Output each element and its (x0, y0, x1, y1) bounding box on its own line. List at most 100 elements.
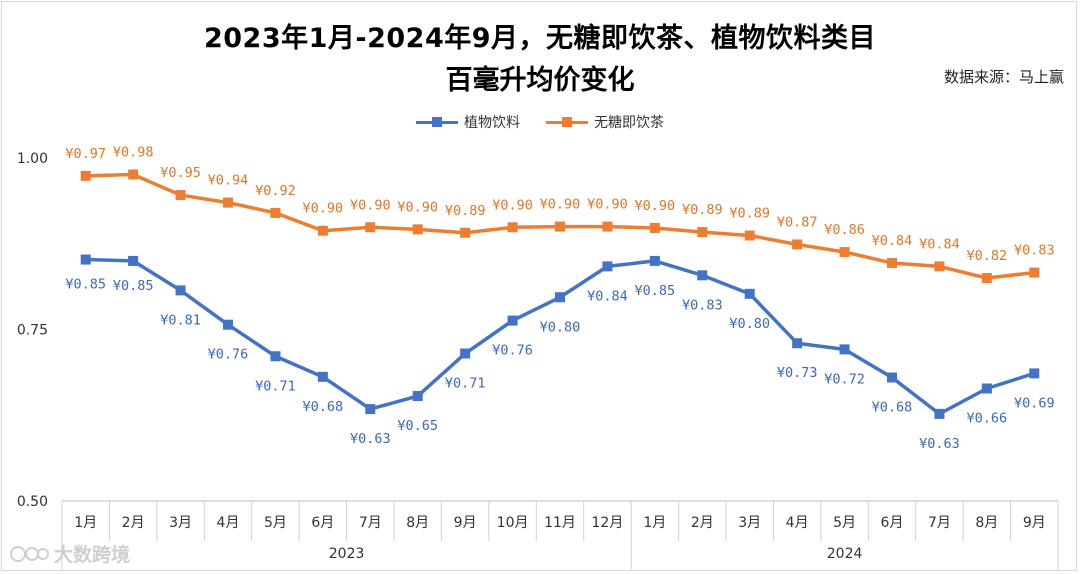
data-point-marker (649, 222, 660, 233)
x-tick-label: 5月 (833, 515, 856, 531)
logo-icon (10, 545, 49, 562)
data-point-marker (792, 338, 803, 349)
x-tick-label: 12月 (592, 515, 624, 531)
data-point-marker (460, 348, 471, 359)
data-label: ¥0.87 (777, 214, 818, 230)
legend-label-plant-drinks: 植物饮料 (464, 115, 520, 131)
data-label: ¥0.72 (824, 371, 865, 387)
data-point-marker (1029, 267, 1040, 278)
x-group-label: 2024 (827, 546, 863, 562)
legend-item-plant-drinks: 植物饮料 (416, 112, 520, 132)
x-tick-label: 10月 (497, 515, 529, 531)
x-tick-label: 7月 (928, 515, 951, 531)
data-point-marker (697, 227, 708, 238)
x-tick-label: 3月 (169, 515, 192, 531)
data-label: ¥0.89 (729, 206, 770, 222)
data-point-marker (317, 371, 328, 382)
data-point-marker (128, 255, 139, 266)
x-tick-label: 3月 (738, 515, 761, 531)
data-label: ¥0.76 (208, 347, 249, 363)
x-tick-label: 1月 (74, 515, 97, 531)
x-tick-label: 2月 (122, 515, 145, 531)
legend-label-sugar-free-tea: 无糖即饮茶 (594, 115, 664, 131)
data-label: ¥0.90 (303, 201, 344, 217)
data-point-marker (981, 383, 992, 394)
data-point-marker (365, 404, 376, 415)
data-point-marker (697, 270, 708, 281)
x-tick-label: 4月 (217, 515, 240, 531)
x-tick-label: 7月 (359, 515, 382, 531)
data-label: ¥0.85 (635, 283, 676, 299)
data-label: ¥0.84 (919, 236, 960, 252)
data-point-marker (270, 351, 281, 362)
data-label: ¥0.90 (397, 199, 438, 215)
data-label: ¥0.69 (1014, 395, 1055, 411)
data-label: ¥0.90 (492, 197, 533, 213)
data-label: ¥0.85 (65, 277, 106, 293)
data-point-marker (981, 273, 992, 284)
data-label: ¥0.71 (445, 376, 486, 392)
data-point-marker (175, 285, 186, 296)
data-label: ¥0.63 (350, 431, 391, 447)
x-tick-label: 8月 (406, 515, 429, 531)
x-tick-label: 8月 (975, 515, 998, 531)
data-label: ¥0.80 (540, 319, 581, 335)
x-tick-label: 1月 (643, 515, 666, 531)
data-point-marker (649, 255, 660, 266)
x-tick-label: 4月 (786, 515, 809, 531)
x-tick-label: 2月 (691, 515, 714, 531)
data-label: ¥0.90 (635, 198, 676, 214)
data-label: ¥0.89 (445, 203, 486, 219)
data-label: ¥0.90 (540, 197, 581, 213)
data-point-marker (744, 230, 755, 241)
data-label: ¥0.80 (729, 316, 770, 332)
x-tick-label: 9月 (454, 515, 477, 531)
data-point-marker (317, 225, 328, 236)
data-point-marker (128, 169, 139, 180)
data-label: ¥0.68 (872, 400, 913, 416)
data-label: ¥0.95 (160, 165, 201, 181)
data-label: ¥0.83 (1014, 243, 1055, 259)
data-point-marker (507, 315, 518, 326)
data-point-marker (270, 207, 281, 218)
data-label: ¥0.86 (824, 222, 865, 238)
data-label: ¥0.71 (255, 378, 296, 394)
data-label: ¥0.65 (397, 418, 438, 434)
data-point-marker (365, 222, 376, 233)
x-tick-label: 6月 (881, 515, 904, 531)
data-point-marker (744, 288, 755, 299)
x-tick-label: 9月 (1023, 515, 1046, 531)
legend-swatch-sugar-free-tea (546, 115, 588, 129)
x-tick-label: 6月 (311, 515, 334, 531)
data-point-marker (555, 292, 565, 303)
watermark: 大数跨境 (10, 540, 130, 567)
data-label: ¥0.83 (682, 297, 723, 313)
data-point-marker (412, 391, 423, 402)
data-label: ¥0.82 (967, 248, 1008, 264)
data-point-marker (80, 170, 91, 181)
y-tick-label: 0.50 (17, 494, 48, 510)
data-label: ¥0.98 (113, 144, 154, 160)
data-label: ¥0.94 (208, 173, 249, 189)
data-point-marker (934, 261, 945, 272)
data-label: ¥0.66 (967, 410, 1008, 426)
data-point-marker (507, 222, 518, 233)
legend-swatch-plant-drinks (416, 115, 458, 129)
data-label: ¥0.84 (872, 233, 913, 249)
data-label: ¥0.76 (492, 343, 533, 359)
data-label: ¥0.63 (919, 436, 960, 452)
data-point-marker (80, 254, 91, 265)
x-tick-label: 5月 (264, 515, 287, 531)
legend: 植物饮料 无糖即饮茶 (0, 112, 1080, 132)
data-point-marker (839, 344, 850, 355)
watermark-text: 大数跨境 (54, 544, 131, 566)
data-point-marker (887, 257, 897, 268)
data-label: ¥0.90 (350, 197, 391, 213)
data-label: ¥0.97 (65, 146, 106, 162)
data-label: ¥0.85 (113, 278, 154, 294)
data-label: ¥0.68 (303, 399, 344, 415)
data-point-marker (602, 261, 613, 272)
data-label: ¥0.84 (587, 288, 628, 304)
